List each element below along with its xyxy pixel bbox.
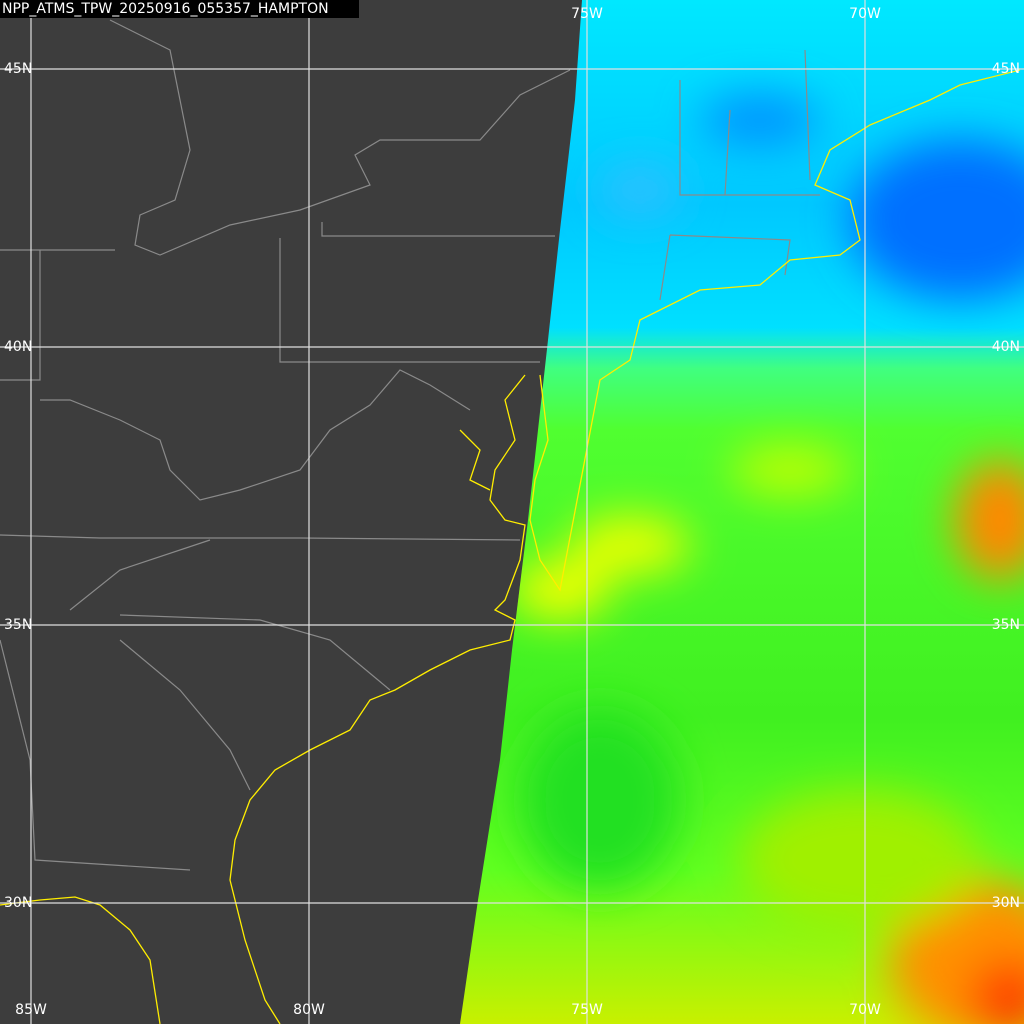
lat-label: 30N xyxy=(992,895,1020,911)
lon-label: 85W xyxy=(15,1002,47,1018)
lat-label: 35N xyxy=(4,617,32,633)
lon-label: 70W xyxy=(849,1002,881,1018)
title: NPP_ATMS_TPW_20250916_055357_HAMPTON xyxy=(2,1,329,17)
lon-label: 70W xyxy=(849,6,881,22)
lat-label: 30N xyxy=(4,895,32,911)
coastline xyxy=(0,69,1021,1024)
title-bg xyxy=(0,0,359,18)
lat-label: 45N xyxy=(992,61,1020,77)
lat-label: 40N xyxy=(992,339,1020,355)
lon-label: 80W xyxy=(293,1002,325,1018)
lon-label: 75W xyxy=(571,1002,603,1018)
graticule-labels: 45N 40N 35N 30N 45N 40N 35N 30N 75W 70W … xyxy=(4,6,1020,1018)
state-borders xyxy=(0,19,820,871)
lat-label: 35N xyxy=(992,617,1020,633)
lon-label: 75W xyxy=(571,6,603,22)
lat-label: 40N xyxy=(4,339,32,355)
lat-label: 45N xyxy=(4,61,32,77)
